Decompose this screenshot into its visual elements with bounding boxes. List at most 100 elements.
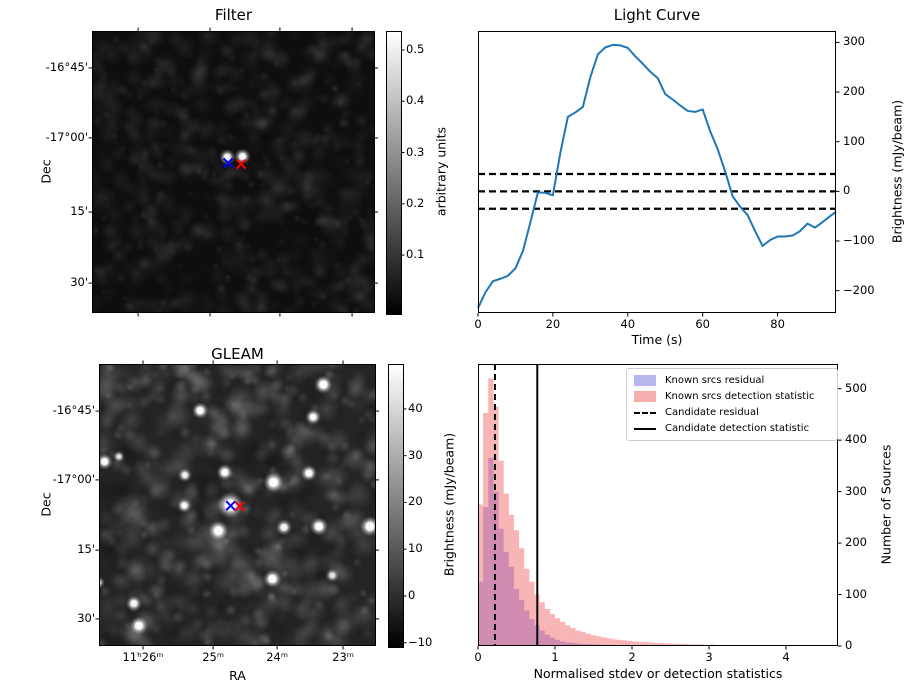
light-curve-time-axis-label: Time (s) <box>631 332 683 347</box>
hist-bar-detection <box>585 633 591 646</box>
hist-bar-detection <box>493 406 499 646</box>
light-curve-axes-box <box>478 31 836 313</box>
hist-bar-residual <box>529 619 535 646</box>
candidate-marker-red <box>235 158 247 170</box>
gleam-ra-axis-label: RA <box>229 668 246 683</box>
hist-bar-detection <box>580 632 586 646</box>
hist-bar-residual <box>493 491 499 646</box>
filter-colorbar-label: arbitrary units <box>433 126 449 217</box>
hist-bar-residual <box>580 643 586 646</box>
hist-bar-residual <box>503 551 509 646</box>
hist-bar-detection <box>565 625 571 646</box>
light-y-tick-label: 0 <box>843 183 851 198</box>
hist-bar-residual <box>575 643 581 646</box>
hist-bar-detection <box>637 641 643 646</box>
hist-bar-detection <box>611 639 617 646</box>
light-y-tick-label: −200 <box>843 282 875 297</box>
light-y-tick-label: 300 <box>843 34 865 49</box>
legend-label-known-detection: Known srcs detection statistic <box>665 391 815 402</box>
hist-bar-detection <box>508 514 514 646</box>
hist-bar-detection <box>524 568 530 646</box>
hist-bar-detection <box>590 635 597 646</box>
hist-bar-residual <box>478 581 484 646</box>
filter-panel-title: Filter <box>214 6 253 24</box>
legend-label-candidate-detection: Candidate detection statistic <box>665 423 810 434</box>
hist-bar-detection <box>642 641 648 646</box>
gleam-dec-tick-label: 15' <box>77 542 95 557</box>
light-curve-panel-title: Light Curve <box>613 6 701 24</box>
hist-y-tick-label: 200 <box>845 535 867 550</box>
hist-bar-detection <box>621 640 627 646</box>
hist-bar-detection <box>683 643 689 646</box>
light-x-tick-label: 40 <box>620 317 636 331</box>
light-y-tick-label: −100 <box>843 233 875 247</box>
hist-bar-detection <box>662 643 669 646</box>
legend-swatch-known-detection <box>634 391 656 402</box>
light-x-tick-label: 80 <box>770 317 785 331</box>
hist-bar-detection <box>652 642 658 646</box>
light-x-tick-label: 0 <box>474 317 482 331</box>
gleam-colorbar-tick-label: 30 <box>408 447 423 462</box>
gleam-colorbar-tick-label: 20 <box>408 494 423 509</box>
hist-bar-residual <box>483 507 489 646</box>
hist-bar-detection <box>478 504 484 646</box>
hist-bar-detection <box>626 640 633 646</box>
hist-x-tick-label: 4 <box>782 650 790 664</box>
hist-bar-detection <box>570 627 576 646</box>
filter-dec-axis-label: Dec <box>38 159 54 184</box>
hist-bar-detection <box>606 638 612 646</box>
hist-bar-detection <box>544 608 550 646</box>
legend-item-known-detection: Known srcs detection statistic <box>634 390 830 403</box>
candidate-marker-blue <box>225 500 236 511</box>
hist-bar-residual <box>508 566 514 646</box>
hist-x-tick-label: 3 <box>705 650 713 664</box>
filter-dec-tick-label: -16°45' <box>45 59 88 74</box>
hist-bar-residual <box>488 458 494 646</box>
histogram-axes-box <box>478 364 838 646</box>
hist-bar-detection <box>678 643 684 646</box>
filter-colorbar-tick-label: 0.3 <box>406 144 425 159</box>
gleam-colorbar-label: Brightness (mJy/beam) <box>441 432 457 577</box>
candidate-marker-red <box>234 501 245 512</box>
hist-bar-residual <box>519 600 525 646</box>
hist-y-tick-label: 500 <box>845 380 867 395</box>
histogram-x-axis-label: Normalised stdev or detection statistics <box>533 666 783 681</box>
filter-image <box>92 31 375 313</box>
light-y-tick-label: 100 <box>843 133 865 148</box>
hist-x-tick-label: 1 <box>551 650 559 664</box>
hist-bar-residual <box>570 642 576 646</box>
hist-bar-detection <box>560 621 566 646</box>
hist-bar-residual <box>498 528 504 646</box>
gleam-dec-tick-label: -17°00' <box>52 471 95 486</box>
hist-bar-residual <box>524 610 530 646</box>
hist-y-tick-label: 100 <box>845 586 867 601</box>
gleam-axes-box <box>99 364 376 646</box>
gleam-dec-tick-label: -16°45' <box>52 403 95 418</box>
hist-x-tick-label: 2 <box>628 650 636 664</box>
hist-bar-detection <box>529 581 535 646</box>
gleam-dec-axis-label: Dec <box>38 492 54 517</box>
hist-bar-detection <box>632 641 638 646</box>
gleam-colorbar-tick-label: 10 <box>408 541 423 556</box>
gleam-colorbar-tick-label: 40 <box>408 400 423 415</box>
legend-label-candidate-residual: Candidate residual <box>665 407 759 418</box>
legend-item-known-residual: Known srcs residual <box>634 374 830 387</box>
hist-bar-detection <box>488 378 494 646</box>
legend-item-candidate-detection: Candidate detection statistic <box>634 422 830 435</box>
hist-bar-detection <box>657 642 663 646</box>
gleam-colorbar <box>388 364 404 648</box>
legend-label-known-residual: Known srcs residual <box>665 375 765 386</box>
legend-dashed-line-swatch <box>634 411 656 414</box>
histogram-legend: Known srcs residual Known srcs detection… <box>626 368 838 441</box>
hist-bar-detection <box>503 493 509 646</box>
hist-bar-detection <box>498 460 504 646</box>
hist-bar-detection <box>549 614 556 646</box>
hist-bar-detection <box>513 530 520 646</box>
hist-bar-residual <box>513 588 520 646</box>
hist-bar-detection <box>601 637 607 646</box>
filter-colorbar-tick-label: 0.4 <box>406 93 425 108</box>
gleam-panel-title: GLEAM <box>211 345 264 363</box>
